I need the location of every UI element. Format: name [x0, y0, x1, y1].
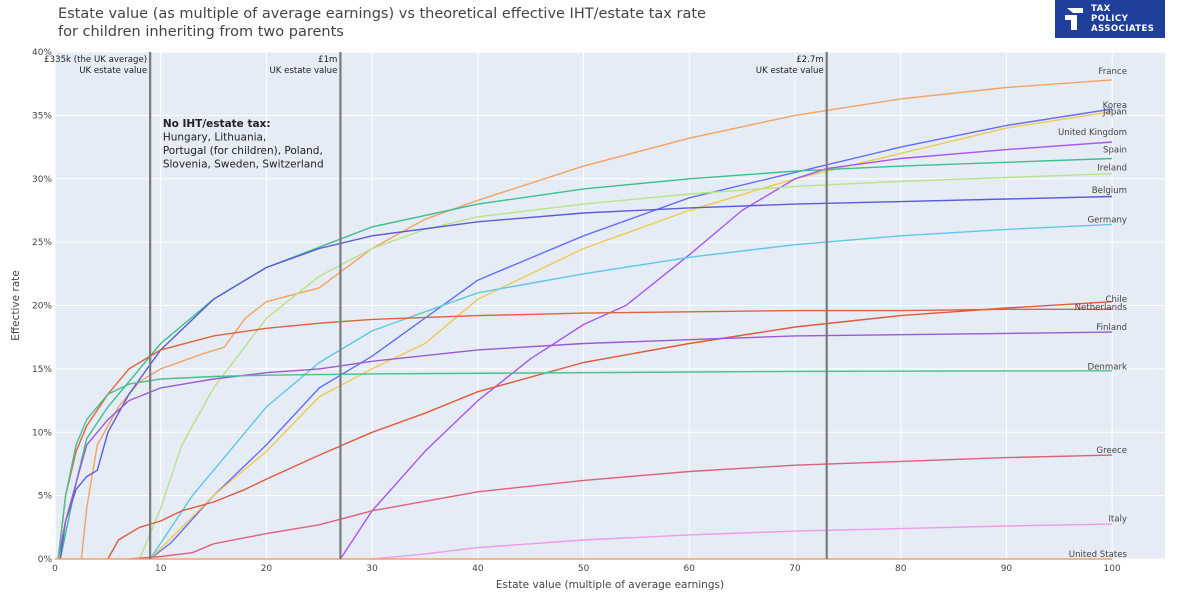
logo-text: TAX POLICY ASSOCIATES — [1091, 4, 1154, 34]
x-tick-label: 60 — [684, 564, 696, 574]
y-tick-label: 15% — [32, 365, 52, 375]
tax-policy-logo-icon — [1065, 8, 1083, 30]
y-tick-label: 35% — [32, 111, 52, 121]
axis-ticks: 0% 5% 10% 15% 20% 25% 30% 35% 40% 0 10 20 30 40 50 60 70… — [32, 48, 1121, 574]
x-tick-label: 90 — [1001, 564, 1013, 574]
x-tick-label: 100 — [1104, 564, 1121, 574]
series-label-finland: Finland — [1096, 323, 1127, 333]
logo-line-2: POLICY — [1091, 14, 1129, 24]
annotation-line: Portugal (for children), Poland, — [163, 145, 323, 157]
series-line-italy[interactable] — [372, 523, 1113, 560]
reference-line-label: UK estate value — [756, 66, 824, 76]
chart-title-line-2: for children inheriting from two parents — [58, 24, 344, 40]
x-tick-label: 30 — [366, 564, 378, 574]
x-tick-label: 70 — [789, 564, 801, 574]
x-tick-label: 0 — [52, 564, 58, 574]
series-line-chile[interactable] — [107, 301, 1113, 560]
series-line-france[interactable] — [80, 79, 1113, 560]
series-label-netherlands: Netherlands — [1075, 303, 1128, 313]
series-line-japan[interactable] — [149, 110, 1113, 560]
logo-line-1: TAX — [1091, 4, 1111, 14]
y-tick-label: 0% — [38, 555, 53, 565]
x-axis-title: Estate value (multiple of average earnin… — [496, 579, 724, 591]
series-label-italy: Italy — [1108, 514, 1127, 524]
reference-line-label: £1m — [318, 55, 337, 65]
y-tick-label: 30% — [32, 175, 52, 185]
annotation-heading: No IHT/estate tax: — [163, 118, 271, 130]
y-tick-label: 5% — [38, 492, 53, 502]
y-tick-label: 40% — [32, 48, 52, 58]
series-label-germany: Germany — [1088, 215, 1128, 225]
series-line-germany[interactable] — [149, 223, 1113, 560]
reference-line-label: UK estate value — [79, 66, 147, 76]
x-tick-label: 20 — [261, 564, 273, 574]
series-label-korea: Korea — [1103, 101, 1127, 111]
series-label-united-kingdom: United Kingdom — [1058, 128, 1127, 138]
series-label-france: France — [1098, 67, 1127, 77]
chart-title-line-1: Estate value (as multiple of average ear… — [58, 6, 706, 22]
annotation-line: Hungary, Lithuania, — [163, 132, 266, 144]
x-tick-label: 10 — [155, 564, 167, 574]
series-label-chile: Chile — [1105, 295, 1127, 305]
series-label-ireland: Ireland — [1097, 163, 1127, 173]
reference-line-label: £335k (the UK average) — [44, 55, 147, 65]
y-axis-title: Effective rate — [10, 270, 22, 340]
logo-line-3: ASSOCIATES — [1091, 24, 1155, 34]
x-tick-label: 50 — [578, 564, 590, 574]
chart-title: Estate value (as multiple of average ear… — [58, 5, 706, 41]
series-label-belgium: Belgium — [1092, 186, 1127, 196]
series-line-finland[interactable] — [57, 331, 1113, 560]
series-label-spain: Spain — [1103, 146, 1127, 156]
reference-line-label: £2.7m — [796, 55, 824, 65]
annotation-line: Slovenia, Sweden, Switzerland — [163, 159, 324, 171]
y-tick-label: 25% — [32, 238, 52, 248]
series-line-denmark[interactable] — [57, 370, 1113, 560]
reference-line-label: UK estate value — [270, 66, 338, 76]
series-label-japan: Japan — [1102, 108, 1127, 118]
series-line-belgium[interactable] — [59, 195, 1113, 560]
series-line-netherlands[interactable] — [57, 308, 1113, 560]
series-line-greece[interactable] — [128, 454, 1113, 560]
series-lines — [55, 79, 1113, 560]
x-tick-label: 80 — [895, 564, 907, 574]
y-tick-label: 10% — [32, 428, 52, 438]
series-label-united-states: United States — [1069, 550, 1128, 560]
reference-lines: £335k (the UK average)UK estate value£1m… — [44, 52, 828, 559]
x-tick-label: 40 — [472, 564, 484, 574]
no-tax-annotation: No IHT/estate tax: Hungary, Lithuania,Por… — [163, 118, 324, 171]
tax-policy-logo[interactable]: TAX POLICY ASSOCIATES — [1055, 0, 1165, 38]
series-label-greece: Greece — [1096, 446, 1127, 456]
series-label-denmark: Denmark — [1088, 362, 1128, 372]
series-line-united-kingdom[interactable] — [339, 141, 1113, 560]
y-tick-label: 20% — [32, 302, 52, 312]
